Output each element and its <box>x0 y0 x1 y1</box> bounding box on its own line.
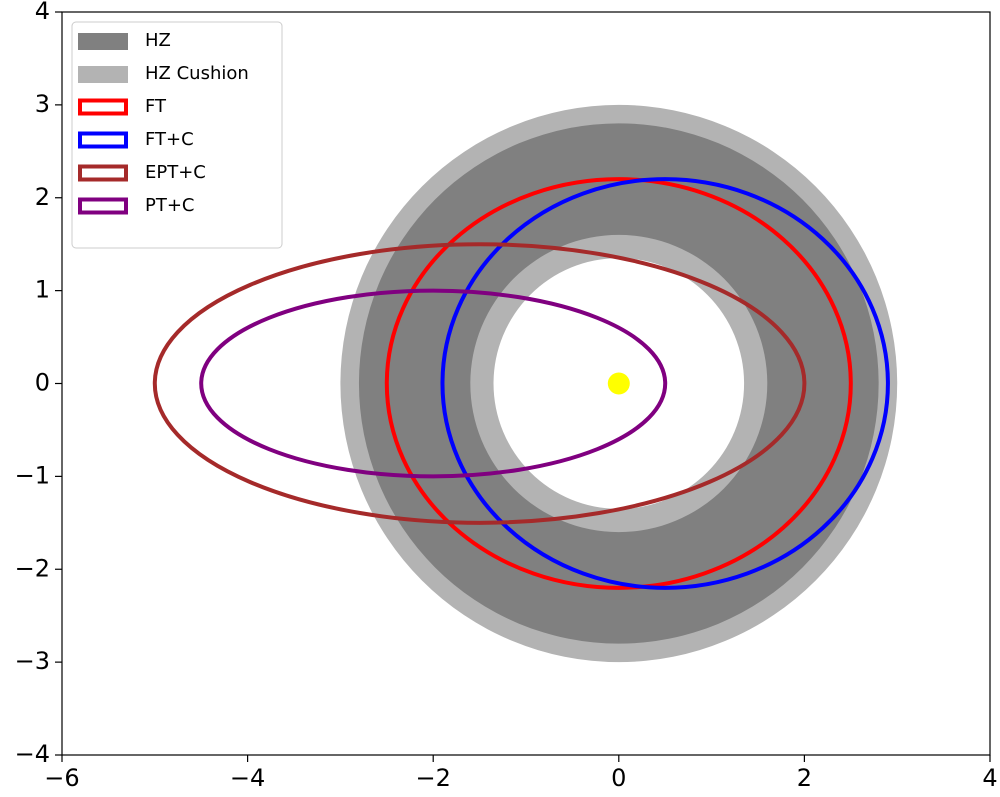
y-tick-label: −4 <box>15 740 50 768</box>
y-tick-label: 1 <box>35 276 50 304</box>
orbit-ellipse <box>440 177 890 590</box>
legend-label: EPT+C <box>145 162 206 183</box>
y-tick-label: 3 <box>35 90 50 118</box>
legend-swatch <box>78 66 128 83</box>
orbit-ellipse <box>152 242 807 525</box>
x-tick-label: 2 <box>797 764 812 792</box>
legend-label: HZ Cushion <box>145 63 249 84</box>
orbit-ellipse <box>384 177 853 590</box>
legend: HZ HZ Cushion FT FT+C EPT+C PT+C <box>71 21 283 249</box>
x-tick-label: −4 <box>230 764 265 792</box>
y-tick-label: 0 <box>35 369 50 397</box>
x-tick-label: −2 <box>416 764 451 792</box>
plot-area <box>152 104 898 663</box>
y-tick-label: −2 <box>15 554 50 582</box>
legend-swatch <box>78 98 128 116</box>
legend-label: FT <box>145 96 167 117</box>
orbit-ellipse <box>199 288 668 479</box>
x-tick-label: 4 <box>982 764 997 792</box>
legend-swatch <box>78 164 128 182</box>
legend-label: PT+C <box>145 195 195 216</box>
legend-swatch <box>78 197 128 215</box>
x-tick-label: −6 <box>44 764 79 792</box>
y-tick-label: −1 <box>15 461 50 489</box>
y-tick-label: 4 <box>35 0 50 25</box>
legend-swatch <box>78 131 128 149</box>
y-tick-label: −3 <box>15 647 50 675</box>
star-point <box>607 372 630 395</box>
legend-label: HZ <box>145 30 171 51</box>
legend-label: FT+C <box>145 129 194 150</box>
y-tick-label: 2 <box>35 183 50 211</box>
x-tick-label: 0 <box>611 764 626 792</box>
legend-swatch <box>78 33 128 50</box>
